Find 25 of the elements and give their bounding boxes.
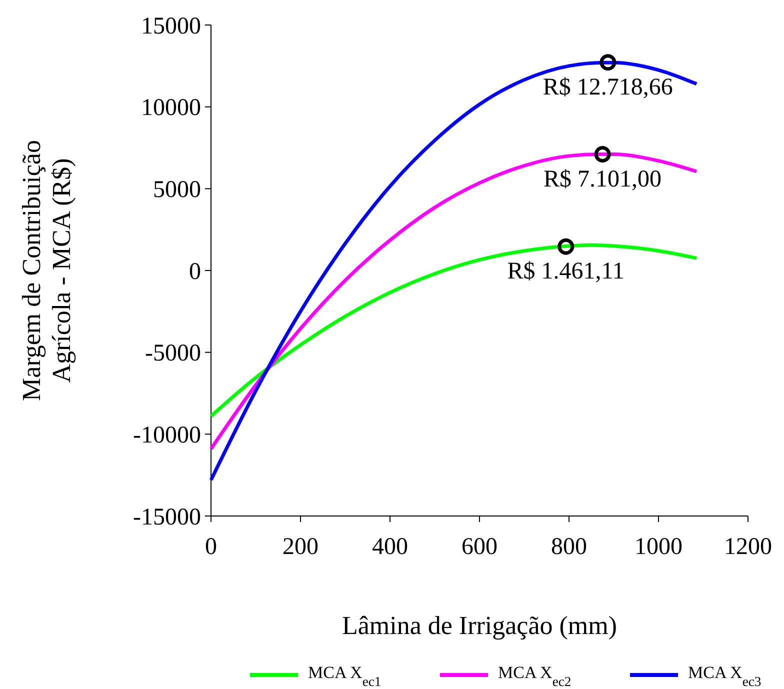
- legend-label: MCA X$_{ec3}$: [688, 663, 762, 688]
- y-tick-label: -10000: [133, 422, 201, 449]
- x-tick-label: 400: [372, 534, 408, 560]
- x-tick-label: 200: [282, 534, 318, 560]
- x-tick-label: 1000: [634, 534, 682, 560]
- y-axis-title: Margem de Contribuição Agrícola - MCA (R$): [17, 140, 76, 401]
- point: [600, 54, 616, 71]
- x-axis-title: Lâmina de Irrigação (mm): [342, 611, 618, 640]
- y-tick-label: -5000: [145, 340, 201, 367]
- data-label: R$ 1.461,11: [507, 258, 624, 285]
- y-tick-label: -15000: [133, 504, 201, 530]
- y-tick-label: 10000: [141, 95, 201, 122]
- x-tick-label: 600: [462, 534, 498, 560]
- point: [558, 238, 574, 255]
- y-tick-label: 0: [189, 258, 201, 285]
- data-label: R$ 7.101,00: [544, 166, 662, 192]
- x-tick-label: 0: [205, 534, 217, 560]
- point: [594, 146, 611, 163]
- data-label: R$ 12.718,66: [542, 74, 673, 100]
- y-tick-label: 15000: [141, 13, 201, 40]
- y-tick-label: 5000: [153, 177, 201, 204]
- legend-label: MCA X$_{ec1}$: [308, 663, 382, 688]
- x-tick-label: 800: [551, 534, 587, 560]
- x-tick-label: 1200: [724, 534, 772, 560]
- legend-label: MCA X$_{ec2}$: [498, 663, 572, 688]
